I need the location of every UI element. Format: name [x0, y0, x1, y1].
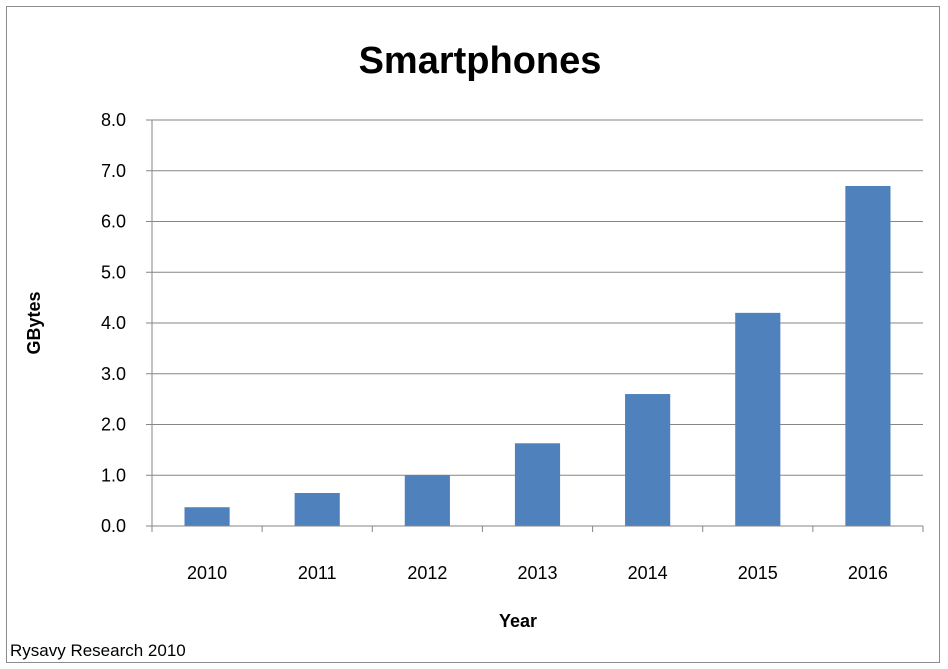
bar-2012 [404, 475, 450, 526]
bar-2015 [735, 312, 781, 526]
bar-2010 [184, 507, 230, 526]
y-tick-label: 1.0 [101, 465, 126, 485]
y-tick-label: 4.0 [101, 313, 126, 333]
y-tick-label: 5.0 [101, 262, 126, 282]
x-tick-label: 2013 [517, 563, 557, 583]
source-note: Rysavy Research 2010 [10, 641, 186, 660]
y-tick-label: 3.0 [101, 364, 126, 384]
bar-2011 [294, 493, 340, 526]
bars [184, 185, 891, 526]
y-axis-title: GBytes [24, 291, 44, 354]
y-tick-labels: 0.0 1.0 2.0 3.0 4.0 5.0 6.0 7.0 8.0 [101, 110, 126, 536]
axes [146, 119, 924, 532]
x-tick-label: 2016 [848, 563, 888, 583]
y-tick-label: 0.0 [101, 516, 126, 536]
y-tick-label: 6.0 [101, 212, 126, 232]
x-axis-title: Year [499, 611, 537, 631]
bar-2014 [625, 394, 671, 526]
chart-frame [6, 6, 940, 663]
x-tick-label: 2014 [628, 563, 668, 583]
gridlines [152, 119, 923, 476]
y-tick-label: 8.0 [101, 110, 126, 130]
y-tick-label: 7.0 [101, 161, 126, 181]
bar-2016 [845, 185, 891, 526]
y-tick-label: 2.0 [101, 415, 126, 435]
x-tick-label: 2015 [738, 563, 778, 583]
x-tick-label: 2012 [407, 563, 447, 583]
x-tick-label: 2010 [187, 563, 227, 583]
x-tick-labels: 2010 2011 2012 2013 2014 2015 2016 [187, 563, 888, 583]
x-tick-label: 2011 [298, 563, 337, 583]
bar-2013 [514, 443, 561, 526]
chart-title: Smartphones [359, 40, 602, 82]
